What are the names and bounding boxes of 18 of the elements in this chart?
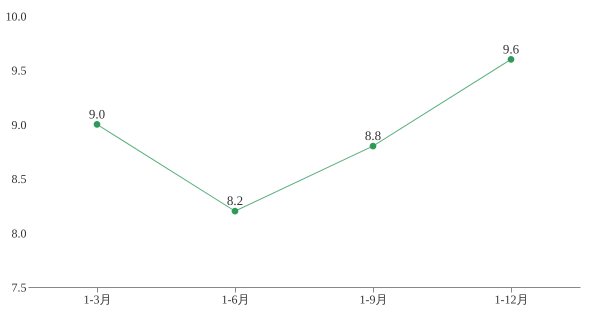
x-tick-label: 1-6月 xyxy=(222,292,250,306)
data-label: 9.6 xyxy=(502,41,520,56)
y-tick-label: 10.0 xyxy=(6,10,26,24)
x-tick-label: 1-9月 xyxy=(360,292,388,306)
y-tick-label: 9.5 xyxy=(12,64,26,78)
y-tick-label: 7.5 xyxy=(12,280,26,294)
y-tick-label: 8.0 xyxy=(12,226,26,240)
x-tick-label: 1-3月 xyxy=(84,292,112,306)
point xyxy=(94,121,100,128)
y-tick-label: 9.0 xyxy=(12,118,26,132)
point xyxy=(508,56,514,63)
point xyxy=(232,208,238,214)
x-tick-label: 1-12月 xyxy=(494,292,528,306)
data-label: 8.8 xyxy=(364,128,382,144)
data-label: 8.2 xyxy=(226,193,244,208)
point xyxy=(370,142,376,150)
y-tick-label: 8.5 xyxy=(12,172,26,186)
data-label: 9.0 xyxy=(88,106,106,122)
